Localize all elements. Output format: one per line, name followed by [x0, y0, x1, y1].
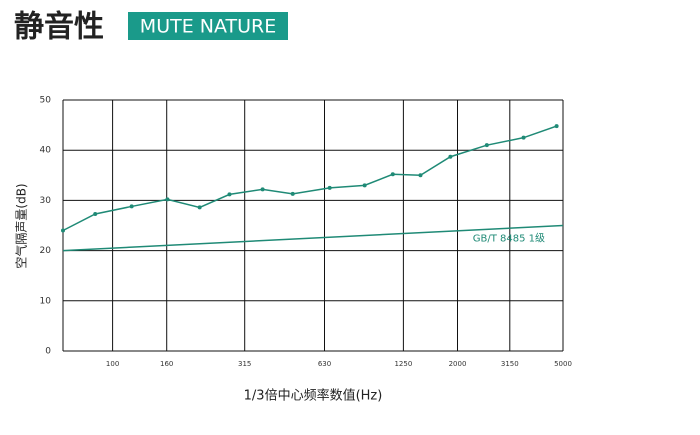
- y-tick-label: 20: [40, 246, 52, 256]
- data-point: [448, 154, 453, 159]
- x-tick-label: 2000: [449, 360, 467, 368]
- data-point: [61, 228, 65, 233]
- data-point: [418, 173, 423, 178]
- data-point: [554, 124, 559, 129]
- y-tick-label: 50: [40, 96, 52, 106]
- x-tick-label: 160: [160, 360, 173, 368]
- data-point: [93, 211, 98, 216]
- subtitle-badge: [128, 12, 288, 40]
- x-tick-label: 3150: [501, 360, 519, 368]
- data-point: [129, 204, 134, 209]
- data-point: [484, 143, 489, 148]
- y-tick-label: 0: [45, 347, 51, 357]
- x-tick-label: 315: [238, 360, 251, 368]
- series-line: [62, 224, 564, 252]
- data-point: [165, 197, 170, 202]
- data-point: [362, 183, 367, 188]
- data-point: [260, 187, 265, 192]
- x-tick-label: 1250: [394, 360, 412, 368]
- data-point: [390, 172, 395, 177]
- data-point: [290, 191, 295, 196]
- data-point: [521, 135, 526, 140]
- data-point: [197, 205, 202, 210]
- x-axis-label: 1/3倍中心频率数值(Hz): [244, 388, 383, 404]
- chart-title: 静音性: [14, 10, 104, 45]
- data-point: [327, 185, 332, 190]
- y-axis-label: 空气隔声量(dB): [14, 183, 29, 268]
- y-tick-label: 40: [40, 146, 52, 156]
- x-tick-label: 100: [106, 360, 119, 368]
- x-tick-label: 630: [318, 360, 331, 368]
- series-line: [62, 125, 557, 232]
- series-label: GB/T 8485 1级: [473, 233, 545, 245]
- chart-subtitle: MUTE NATURE: [140, 16, 276, 38]
- y-tick-label: 10: [40, 296, 52, 306]
- x-tick-label: 5000: [554, 360, 572, 368]
- y-tick-label: 30: [40, 196, 52, 206]
- data-point: [227, 192, 232, 197]
